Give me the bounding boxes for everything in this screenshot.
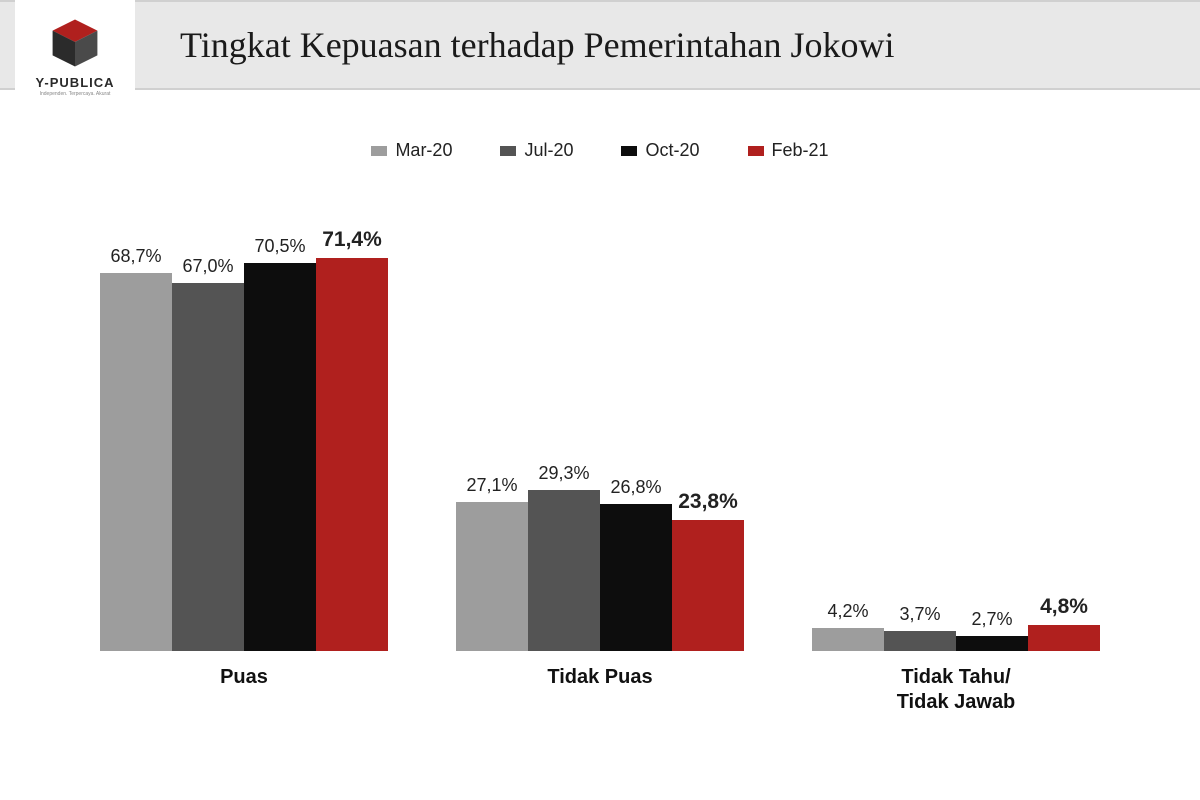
legend-swatch-icon [748,146,764,156]
legend-swatch-icon [621,146,637,156]
bar-value-label: 68,7% [110,246,161,267]
legend-swatch-icon [371,146,387,156]
bar-value-label: 2,7% [971,609,1012,630]
bar [100,273,172,651]
bar-wrap: 26,8% [600,477,672,651]
bar-wrap: 68,7% [100,246,172,651]
category-label: Tidak Puas [456,665,744,715]
bar-value-label: 29,3% [538,463,589,484]
bar [956,636,1028,651]
bar-wrap: 4,8% [1028,595,1100,651]
bar [1028,625,1100,651]
legend-label: Oct-20 [645,140,699,161]
category-label: Puas [100,665,388,715]
bar [884,631,956,651]
bar-group: 68,7% 67,0% 70,5% 71,4% [100,228,388,651]
bar [672,520,744,651]
legend-item: Oct-20 [621,140,699,161]
bar-value-label: 3,7% [899,604,940,625]
category-axis: Puas Tidak Puas Tidak Tahu/Tidak Jawab [80,651,1120,715]
legend-label: Feb-21 [772,140,829,161]
brand-logo: Y-PUBLICA Independen. Terpercaya. Akurat [15,0,135,107]
bar-wrap: 4,2% [812,601,884,651]
bar-wrap: 2,7% [956,609,1028,651]
logo-cube-icon [47,15,103,71]
bar-value-label: 71,4% [322,228,382,252]
bar-wrap: 3,7% [884,604,956,651]
bar-wrap: 27,1% [456,475,528,651]
legend-label: Jul-20 [524,140,573,161]
bar [316,258,388,651]
brand-name: Y-PUBLICA [35,75,114,90]
bar-value-label: 23,8% [678,490,738,514]
bar-group: 27,1% 29,3% 26,8% 23,8% [456,463,744,651]
legend-item: Mar-20 [371,140,452,161]
page-title: Tingkat Kepuasan terhadap Pemerintahan J… [180,24,895,66]
legend-label: Mar-20 [395,140,452,161]
bar-wrap: 67,0% [172,256,244,652]
chart-plot: 68,7% 67,0% 70,5% 71,4% 27,1% 29,3% 26,8% 23,8%… [80,211,1120,651]
bar-group: 4,2% 3,7% 2,7% 4,8% [812,595,1100,651]
bar [456,502,528,651]
bar [244,263,316,651]
bar-value-label: 26,8% [610,477,661,498]
chart-area: Mar-20 Jul-20 Oct-20 Feb-21 68,7% 67,0% 70,5%… [0,90,1200,745]
header-bar: Y-PUBLICA Independen. Terpercaya. Akurat… [0,0,1200,90]
bar [172,283,244,652]
bar [600,504,672,651]
bar-wrap: 70,5% [244,236,316,651]
chart-legend: Mar-20 Jul-20 Oct-20 Feb-21 [80,140,1120,161]
bar-wrap: 29,3% [528,463,600,651]
bar-value-label: 67,0% [182,256,233,277]
category-label: Tidak Tahu/Tidak Jawab [812,665,1100,715]
legend-item: Feb-21 [748,140,829,161]
bar-wrap: 71,4% [316,228,388,651]
bar-value-label: 70,5% [254,236,305,257]
bar [812,628,884,651]
bar-value-label: 4,8% [1040,595,1088,619]
legend-swatch-icon [500,146,516,156]
legend-item: Jul-20 [500,140,573,161]
brand-tagline: Independen. Terpercaya. Akurat [40,91,111,97]
bar-value-label: 4,2% [827,601,868,622]
bar [528,490,600,651]
bar-wrap: 23,8% [672,490,744,651]
bar-value-label: 27,1% [466,475,517,496]
